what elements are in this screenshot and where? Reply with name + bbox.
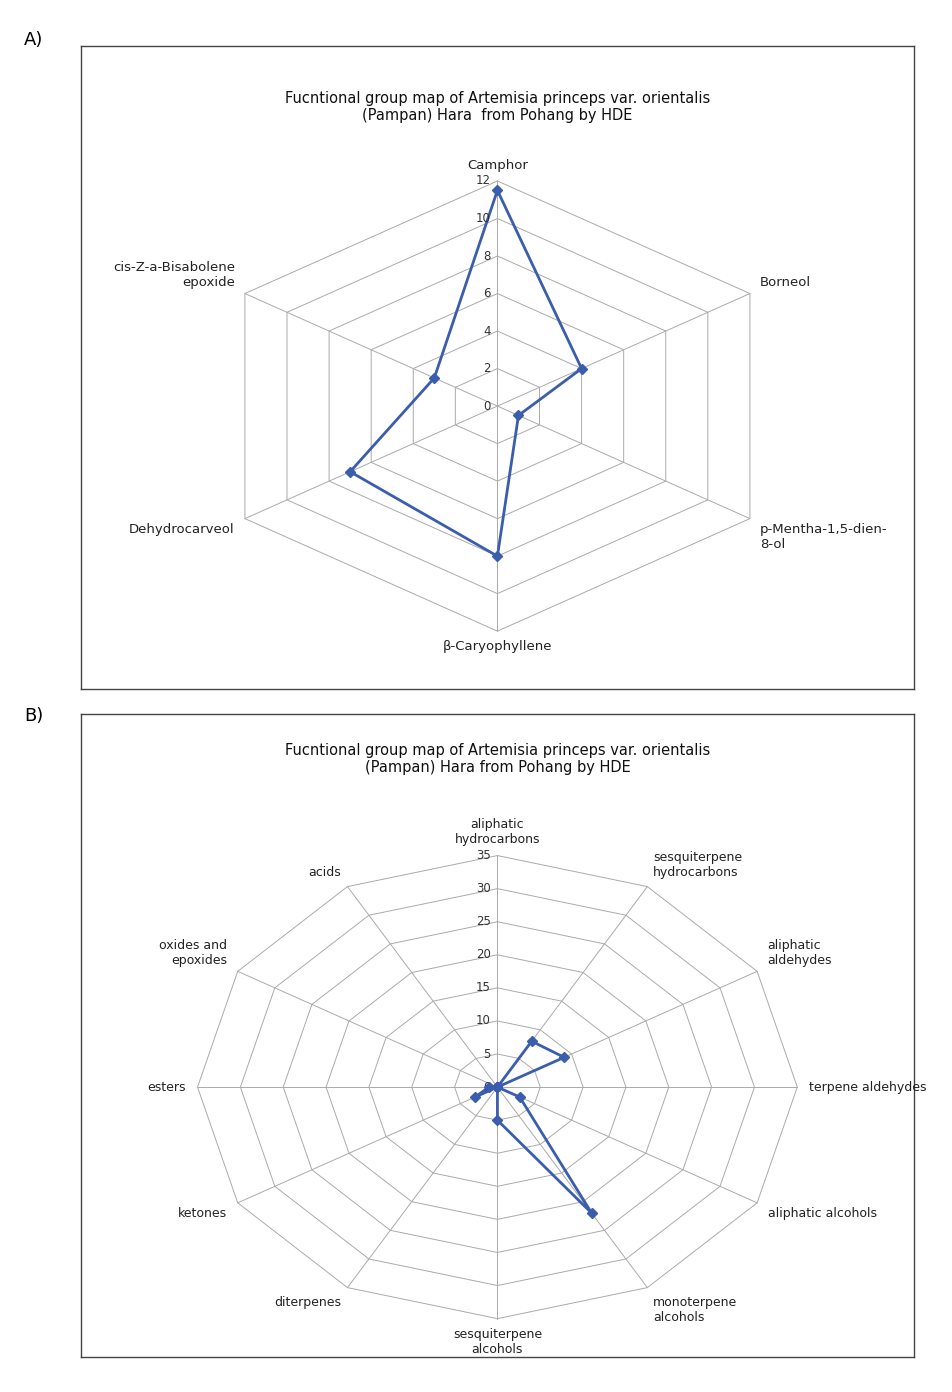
Text: B): B) [24,707,43,725]
Text: terpene aldehydes: terpene aldehydes [809,1080,927,1094]
Text: 12: 12 [476,174,491,188]
Text: 2: 2 [484,362,491,374]
Text: 25: 25 [476,915,491,928]
Text: 35: 35 [476,849,491,862]
Text: 20: 20 [476,948,491,962]
Text: aliphatic
aldehydes: aliphatic aldehydes [767,938,832,966]
Text: Fucntional group map of Artemisia princeps var. orientalis
(Pampan) Hara from Po: Fucntional group map of Artemisia prince… [285,743,710,775]
Text: Dehydrocarveol: Dehydrocarveol [129,523,235,536]
Text: sesquiterpene
alcohols: sesquiterpene alcohols [453,1328,542,1356]
Text: A): A) [24,31,43,49]
Text: aliphatic alcohols: aliphatic alcohols [767,1207,877,1221]
Text: acids: acids [308,866,342,878]
Text: 15: 15 [476,981,491,994]
Text: 5: 5 [484,1048,491,1061]
Text: aliphatic
hydrocarbons: aliphatic hydrocarbons [455,818,540,846]
Text: 0: 0 [484,400,491,412]
Text: diterpenes: diterpenes [274,1296,342,1308]
Text: 8: 8 [484,249,491,263]
Text: 10: 10 [476,212,491,226]
Text: cis-Z-a-Bisabolene
epoxide: cis-Z-a-Bisabolene epoxide [113,262,235,290]
Text: 0: 0 [484,1080,491,1094]
Text: 10: 10 [476,1015,491,1027]
Text: Borneol: Borneol [760,276,811,290]
Text: 6: 6 [484,287,491,301]
Text: oxides and
epoxides: oxides and epoxides [159,938,228,966]
Text: p-Mentha-1,5-dien-
8-ol: p-Mentha-1,5-dien- 8-ol [760,523,887,551]
Text: Camphor: Camphor [467,159,527,173]
Text: 30: 30 [476,883,491,895]
Text: esters: esters [147,1080,186,1094]
Text: sesquiterpene
hydrocarbons: sesquiterpene hydrocarbons [653,851,743,878]
Text: ketones: ketones [178,1207,228,1221]
Text: Fucntional group map of Artemisia princeps var. orientalis
(Pampan) Hara  from P: Fucntional group map of Artemisia prince… [285,90,710,124]
Text: monoterpene
alcohols: monoterpene alcohols [653,1296,738,1324]
Text: 4: 4 [484,324,491,337]
Text: β-Caryophyllene: β-Caryophyllene [443,640,552,653]
